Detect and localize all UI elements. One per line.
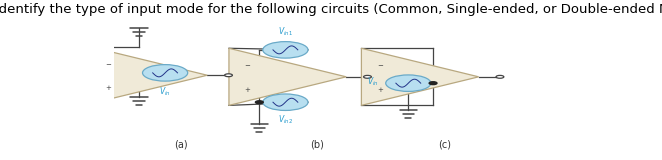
Text: $+$: $+$ [105,83,113,92]
Circle shape [496,75,504,78]
Polygon shape [361,48,479,105]
Text: $-$: $-$ [105,60,113,66]
Circle shape [263,42,308,58]
Text: $+$: $+$ [244,85,252,94]
Text: $-$: $-$ [244,61,252,67]
Text: (c): (c) [438,140,451,150]
Text: $V_{in1}$: $V_{in1}$ [278,26,293,38]
Circle shape [429,82,437,85]
Text: $V_{in2}$: $V_{in2}$ [278,114,293,126]
Polygon shape [229,48,346,105]
Circle shape [256,101,263,104]
Circle shape [363,75,371,78]
Text: $-$: $-$ [377,61,384,67]
Circle shape [386,75,431,91]
Circle shape [263,94,308,110]
Text: $V_{in}$: $V_{in}$ [367,75,379,88]
Text: (b): (b) [310,140,324,150]
Text: $V_{in}$: $V_{in}$ [160,85,171,98]
Polygon shape [90,47,207,104]
Text: 12.3 Identify the type of input mode for the following circuits (Common, Single-: 12.3 Identify the type of input mode for… [0,3,662,16]
Text: $+$: $+$ [377,85,384,94]
Circle shape [224,74,232,77]
Text: (a): (a) [174,140,188,150]
Circle shape [142,65,188,81]
Text: © CourseS: © CourseS [363,75,416,85]
